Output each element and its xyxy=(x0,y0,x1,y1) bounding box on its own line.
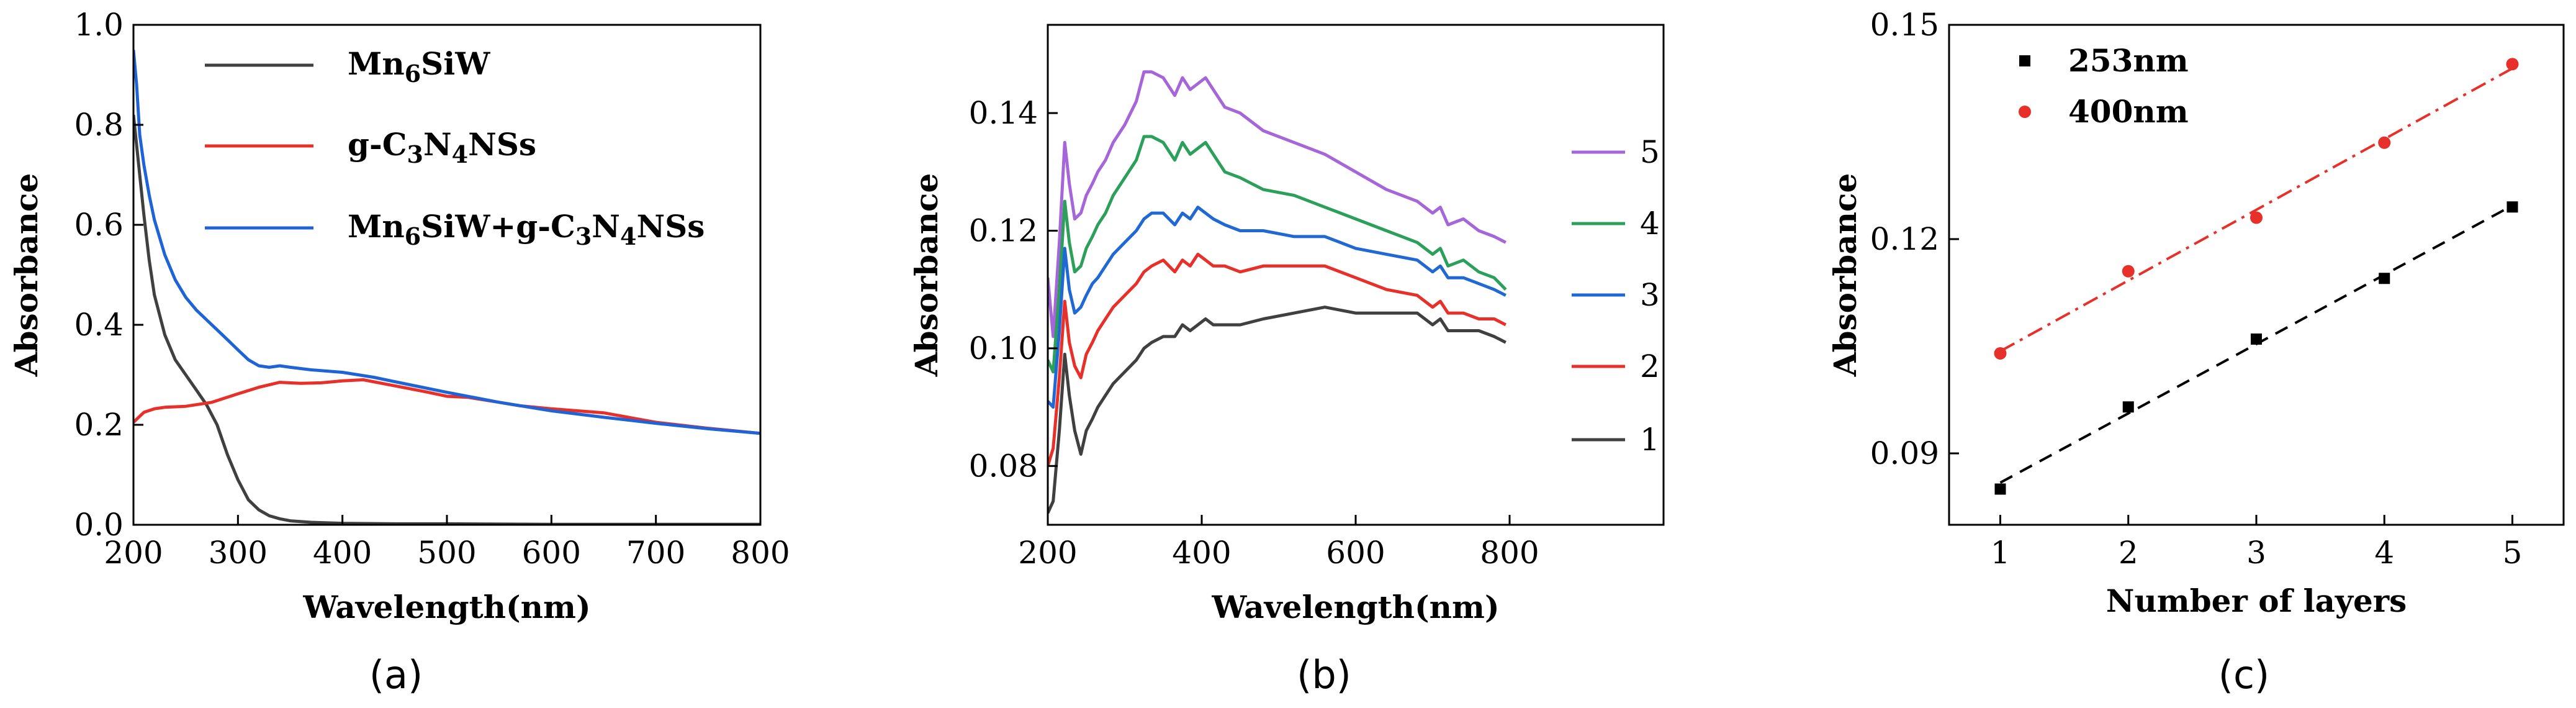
legend-swatch xyxy=(2019,55,2030,66)
series-line-2 xyxy=(1048,252,1506,467)
series-line-mn6siw-g-c3n4nss xyxy=(133,50,760,435)
x-tick-label: 400 xyxy=(1172,535,1231,571)
y-tick-label: 0.10 xyxy=(969,330,1038,366)
y-axis-label: Absorbance xyxy=(1827,173,1863,378)
y-axis-label: Absorbance xyxy=(8,173,45,378)
x-tick-label: 600 xyxy=(1326,535,1385,571)
x-tick-label: 500 xyxy=(417,535,476,571)
y-tick-label: 0.4 xyxy=(74,307,124,343)
data-point-253nm xyxy=(2122,401,2134,413)
x-tick-label: 700 xyxy=(626,535,685,571)
data-point-400nm xyxy=(2378,136,2391,149)
data-point-253nm xyxy=(1994,483,2006,495)
y-tick-label: 0.15 xyxy=(1870,7,1939,43)
data-point-253nm xyxy=(2251,334,2262,345)
panel-b: 200 400 600 800 0.08 0.10 0.12 0.14 Wavelength(n… xyxy=(908,24,1665,697)
series-line-4 xyxy=(1048,135,1507,374)
x-tick-label: 300 xyxy=(209,535,268,571)
y-axis-label: Absorbance xyxy=(908,173,945,378)
series-line-5 xyxy=(1048,70,1506,338)
x-axis-label: Wavelength(nm) xyxy=(302,589,590,625)
y-tick-label: 0.6 xyxy=(74,207,124,243)
x-tick-label: 5 xyxy=(2503,535,2523,571)
y-tick-label: 0.2 xyxy=(74,407,124,443)
legend-label: Mn6SiW xyxy=(348,45,490,88)
x-tick-label: 200 xyxy=(104,535,163,571)
series-line-g-c3n4nss xyxy=(133,378,760,435)
plot-area xyxy=(1994,58,2519,495)
x-tick-label: 1 xyxy=(1991,535,2011,571)
fit-line-400nm xyxy=(1999,67,2513,353)
legend-label: 1 xyxy=(1640,422,1660,458)
plot-frame xyxy=(1948,24,2565,526)
plot-area xyxy=(1048,70,1507,514)
legend-label: 253nm xyxy=(2068,42,2189,79)
x-axis-label: Wavelength(nm) xyxy=(1211,589,1499,625)
y-tick-label: 0.12 xyxy=(1870,221,1939,257)
x-tick-label: 4 xyxy=(2374,535,2394,571)
data-point-400nm xyxy=(2506,58,2519,71)
series-line-3 xyxy=(1048,206,1506,409)
legend-label: 3 xyxy=(1640,277,1660,313)
data-point-400nm xyxy=(2122,265,2135,278)
data-point-400nm xyxy=(2250,211,2263,224)
legend-label: 400nm xyxy=(2068,93,2189,130)
data-point-400nm xyxy=(1994,347,2007,360)
x-tick-label: 800 xyxy=(731,535,790,571)
legend-swatch xyxy=(2019,106,2031,118)
y-tick-label: 0.12 xyxy=(969,212,1038,248)
x-tick-label: 2 xyxy=(2119,535,2138,571)
x-tick-label: 200 xyxy=(1018,535,1077,571)
legend-label: 5 xyxy=(1640,134,1660,170)
plot-frame xyxy=(1047,24,1665,526)
x-axis-label: Number of layers xyxy=(2106,583,2407,619)
legend-label: 4 xyxy=(1640,206,1660,242)
panel-label: (b) xyxy=(1297,652,1351,697)
legend-label: 2 xyxy=(1640,348,1660,384)
x-tick-label: 400 xyxy=(313,535,372,571)
data-point-253nm xyxy=(2506,201,2518,213)
legend-label: Mn6SiW+g-C3N4NSs xyxy=(348,208,705,250)
y-tick-label: 0.8 xyxy=(74,107,124,143)
panel-label: (a) xyxy=(369,652,423,697)
y-tick-label: 0.09 xyxy=(1870,435,1939,471)
x-tick-label: 800 xyxy=(1480,535,1539,571)
x-tick-label: 600 xyxy=(522,535,581,571)
data-point-253nm xyxy=(2379,273,2390,284)
y-tick-label: 0.14 xyxy=(969,95,1038,131)
y-tick-label: 1.0 xyxy=(74,7,124,43)
y-tick-label: 0.0 xyxy=(74,507,124,543)
panel-c: 1 2 3 4 5 0.09 0.12 0.15 Number of layers Absorba… xyxy=(1827,7,2565,697)
panel-label: (c) xyxy=(2218,652,2269,697)
series-line-mn6siw xyxy=(133,114,760,525)
y-tick-label: 0.08 xyxy=(969,448,1038,484)
panel-a: 200 300 400 500 600 700 800 0.0 0.2 0.4 0.6 0.8 1.0 W… xyxy=(8,7,790,697)
plot-area xyxy=(133,50,760,525)
series-line-1 xyxy=(1048,306,1506,514)
plot-frame xyxy=(132,24,762,526)
legend-label: g-C3N4NSs xyxy=(348,126,536,168)
x-tick-label: 3 xyxy=(2246,535,2266,571)
